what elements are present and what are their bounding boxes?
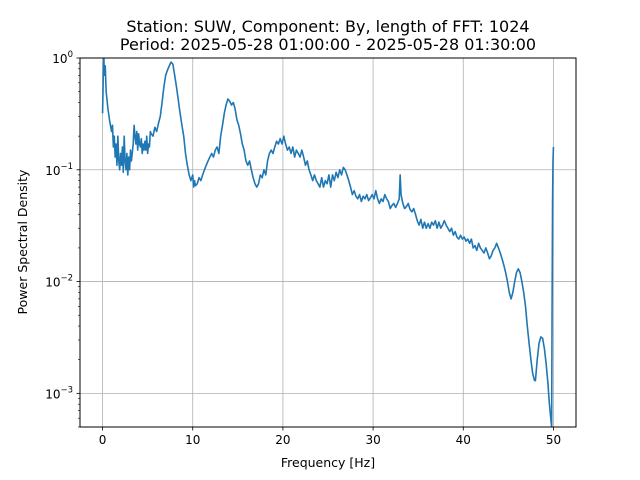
chart-title-line2: Period: 2025-05-28 01:00:00 - 2025-05-28… xyxy=(120,35,536,54)
plot-frame xyxy=(79,57,577,428)
chart-title-line1: Station: SUW, Component: By, length of F… xyxy=(126,17,529,36)
x-tick-label: 20 xyxy=(275,433,290,447)
y-tick-label: 10−2 xyxy=(45,274,73,290)
series-layer xyxy=(101,58,555,427)
y-axis: 10−3 10−2 10−1 100 xyxy=(45,50,80,428)
x-tick-label: 40 xyxy=(456,433,471,447)
x-tick-label: 10 xyxy=(185,433,200,447)
y-axis-label: Power Spectral Density xyxy=(15,169,30,314)
y-tick-label: 10−3 xyxy=(45,385,73,401)
y-tick-label: 10−1 xyxy=(45,162,73,178)
y-tick-label: 100 xyxy=(52,50,73,66)
psd-series-line xyxy=(101,58,555,427)
x-axis: 0 10 20 30 40 50 xyxy=(99,427,561,447)
x-tick-label: 0 xyxy=(99,433,107,447)
x-tick-label: 30 xyxy=(365,433,380,447)
x-tick-label: 50 xyxy=(546,433,561,447)
x-axis-label: Frequency [Hz] xyxy=(281,455,375,470)
